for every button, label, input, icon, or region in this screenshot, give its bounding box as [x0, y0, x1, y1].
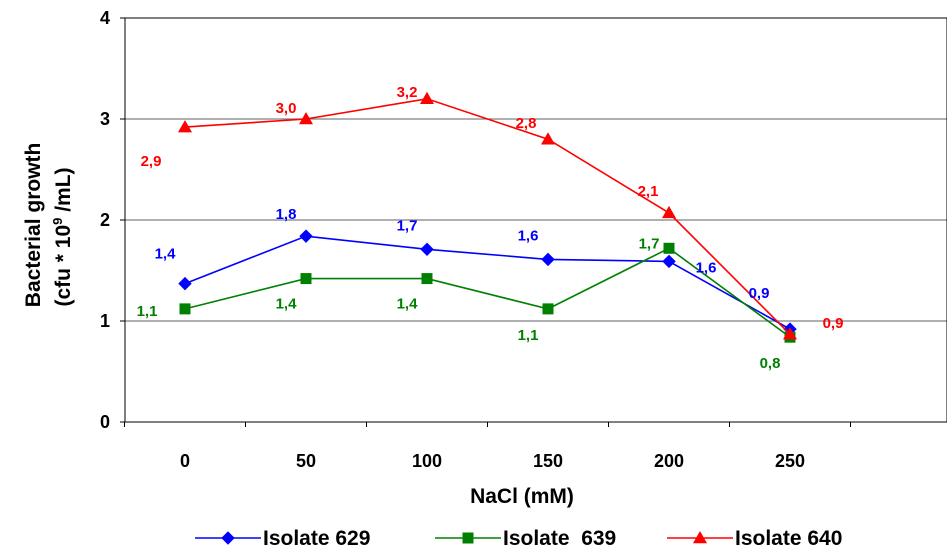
legend-label: Isolate 640 [735, 527, 842, 550]
data-point [299, 112, 313, 125]
x-tick-label: 150 [533, 451, 563, 471]
data-label: 1,6 [696, 259, 717, 276]
data-label: 1,1 [137, 303, 158, 320]
y-axis-title-line1: Bacterial growth [22, 143, 45, 308]
data-label: 1,4 [276, 296, 298, 313]
legend-marker [462, 532, 474, 544]
y-axis-title-line2-end: /mL) [52, 167, 75, 217]
series-isolate-629 [178, 229, 797, 336]
legend-item-isolate-629: Isolate 629 [195, 527, 370, 550]
y-tick-label: 1 [100, 311, 110, 331]
data-label: 1,7 [397, 217, 418, 234]
data-point [663, 242, 675, 254]
data-label: 3,2 [397, 84, 418, 101]
data-point [662, 254, 676, 269]
data-point [179, 303, 191, 315]
y-axis-title: Bacterial growth (cfu * 109 /mL) [22, 137, 75, 307]
legend-marker [693, 531, 707, 544]
data-label: 1,4 [397, 296, 419, 313]
data-label: 1,1 [518, 327, 539, 344]
series-isolate-640 [178, 91, 797, 340]
data-label: 1,4 [155, 246, 177, 263]
data-label: 2,9 [141, 153, 162, 170]
data-label: 1,7 [639, 235, 660, 252]
legend-label: Isolate 629 [263, 527, 370, 550]
y-tick-label: 0 [100, 412, 110, 432]
y-axis-title-line2: (cfu * 10 [52, 225, 75, 307]
y-tick-label: 2 [100, 210, 110, 230]
y-tick-label: 3 [100, 109, 110, 129]
data-label: 1,8 [276, 206, 297, 223]
legend-label: Isolate 639 [503, 527, 616, 550]
series-isolate-639 [179, 242, 796, 343]
data-point [421, 273, 433, 285]
x-tick-label: 50 [296, 451, 316, 471]
data-point [178, 276, 192, 291]
data-point [420, 242, 434, 256]
series-line [184, 235, 791, 330]
x-axis-ticks: 0 50 100 150 200 250 [124, 422, 851, 471]
series-line [184, 247, 791, 338]
x-tick-label: 200 [654, 451, 684, 471]
data-label: 0,9 [823, 315, 844, 332]
legend-item-isolate-639: Isolate 639 [435, 527, 616, 550]
data-point [541, 252, 555, 267]
x-tick-label: 100 [412, 451, 442, 471]
series-line [184, 97, 791, 335]
x-tick-label: 0 [180, 451, 190, 471]
data-point [300, 273, 312, 285]
legend-marker [221, 531, 235, 545]
gridlines [125, 118, 947, 322]
data-label: 3,0 [276, 100, 297, 117]
data-point [542, 303, 554, 315]
data-point [178, 120, 192, 133]
legend-item-isolate-640: Isolate 640 [667, 527, 842, 550]
data-point [783, 327, 797, 340]
data-point [541, 132, 555, 145]
x-tick-label: 250 [775, 451, 805, 471]
data-label: 0,9 [749, 285, 770, 302]
x-axis-title: NaCl (mM) [470, 485, 574, 508]
data-labels: 1,4 1,8 1,7 1,6 1,6 0,9 1,1 1,4 1,4 1,1 1,7 0,8 2,9 3… [137, 84, 844, 372]
y-tick-label: 4 [100, 8, 110, 28]
data-label: 0,8 [760, 355, 781, 372]
y-axis-ticks: 0 1 2 3 4 [100, 8, 125, 432]
data-label: 2,8 [516, 115, 537, 132]
legend: Isolate 629 Isolate 639 Isolate 640 [195, 527, 842, 550]
y-axis-title-superscript: 9 [50, 218, 65, 225]
data-label: 2,1 [638, 183, 659, 200]
data-point [299, 229, 313, 243]
data-point [662, 205, 676, 219]
data-label: 1,6 [518, 227, 539, 244]
series-group [178, 91, 797, 343]
data-point [420, 91, 434, 105]
